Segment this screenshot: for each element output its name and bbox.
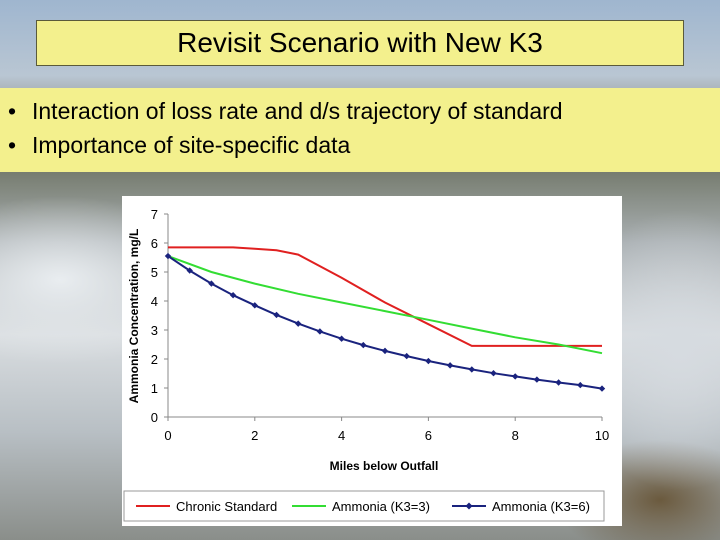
y-tick-label: 5: [151, 265, 158, 280]
x-tick-label: 2: [251, 428, 258, 443]
bullet-item: • Importance of site-specific data: [8, 132, 351, 158]
x-tick-label: 8: [512, 428, 519, 443]
data-point: [577, 381, 584, 389]
data-point: [425, 357, 432, 365]
data-point: [186, 267, 193, 274]
data-point: [360, 341, 367, 349]
legend-label: Ammonia (K3=6): [492, 499, 590, 514]
legend-label: Chronic Standard: [176, 499, 277, 514]
x-tick-label: 6: [425, 428, 432, 443]
data-point: [229, 292, 237, 299]
data-point: [533, 376, 541, 383]
y-tick-label: 3: [151, 323, 158, 338]
x-tick-label: 10: [595, 428, 609, 443]
legend: Chronic Standard Ammonia (K3=3) Ammonia (K…: [123, 490, 605, 522]
bullet-item: • Interaction of loss rate and d/s trajec…: [8, 98, 563, 124]
data-point: [403, 352, 410, 360]
data-point: [208, 280, 215, 287]
data-point: [273, 311, 280, 319]
series-line-0: [168, 246, 602, 347]
data-point: [251, 302, 258, 309]
x-tick-label: 0: [164, 428, 171, 443]
legend-box: [123, 490, 605, 522]
data-point: [555, 379, 562, 386]
slide-title: Revisit Scenario with New K3: [177, 27, 543, 58]
data-point: [468, 366, 475, 373]
data-point: [490, 370, 497, 377]
slide-title-box: Revisit Scenario with New K3: [36, 20, 684, 66]
line-chart: 0 1 2 3 4 5 6 7 0 2 4 6 8 10 Ammonia Concentration, m…: [123, 207, 609, 522]
legend-label: Ammonia (K3=3): [332, 499, 430, 514]
y-tick-label: 6: [151, 236, 158, 251]
legend-marker: [465, 502, 473, 510]
data-point: [446, 362, 454, 369]
data-point: [316, 328, 324, 335]
bullet-text: Interaction of loss rate and d/s traject…: [32, 98, 563, 124]
data-point: [381, 347, 389, 355]
y-tick-label: 4: [151, 294, 158, 309]
series-line-1: [167, 255, 603, 355]
x-axis-label: Miles below Outfall: [330, 459, 439, 473]
series-line-2: [167, 255, 603, 390]
y-tick-label: 0: [151, 410, 158, 425]
data-point: [338, 335, 345, 342]
y-tick-label: 2: [151, 352, 158, 367]
bullet-text: Importance of site-specific data: [32, 132, 351, 158]
data-point: [512, 373, 519, 380]
data-point: [164, 252, 172, 260]
data-point: [295, 320, 302, 327]
data-point: [598, 385, 606, 392]
y-axis-label: Ammonia Concentration, mg/L: [127, 229, 141, 404]
chart-panel: 0 1 2 3 4 5 6 7 0 2 4 6 8 10 Ammonia Concentration, m…: [122, 196, 622, 526]
y-tick-label: 1: [151, 381, 158, 396]
x-tick-label: 4: [338, 428, 345, 443]
bullet-list: • Interaction of loss rate and d/s trajec…: [0, 88, 720, 172]
y-tick-label: 7: [151, 207, 158, 222]
